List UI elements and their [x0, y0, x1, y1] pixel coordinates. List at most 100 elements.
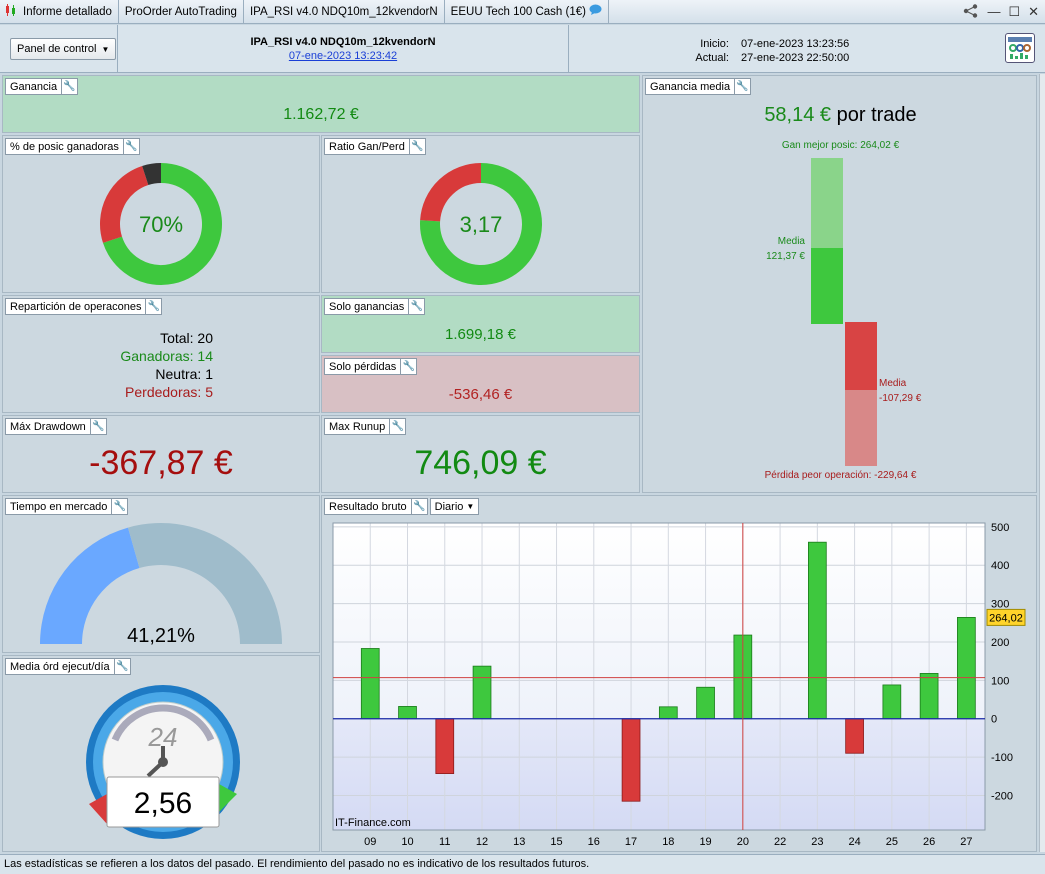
date-range-info: Inicio: 07-ene-2023 13:23:56 Actual: 27-en… [690, 37, 849, 65]
period-label: Diario [434, 500, 464, 513]
wrench-icon[interactable]: 🔧 [409, 138, 426, 155]
panel-control-dropdown[interactable]: Panel de control ▼ [10, 38, 117, 60]
avg-per-trade: 58,14 € por trade [643, 104, 1036, 127]
daily-result-chart: 500 400 300 200 100 0 -100 -200 09 10 11 12 13 15 16 17… [332, 522, 1026, 848]
perdedoras-label: Perdedoras: [125, 384, 202, 400]
wrench-icon[interactable]: 🔧 [90, 418, 107, 435]
wrench-icon[interactable]: 🔧 [123, 138, 140, 155]
x-tick-label: 10 [401, 836, 413, 848]
header-divider [568, 25, 569, 73]
worst-trade-bar [845, 390, 877, 466]
win-percentage: 70% [139, 212, 183, 237]
market-time-gauge: 41,21% [40, 523, 282, 647]
donut-loss-segment [100, 165, 149, 243]
avg-win-bar [811, 248, 843, 324]
market-time-value: 41,21% [127, 625, 195, 647]
period-dropdown[interactable]: Diario ▼ [429, 498, 480, 515]
wrench-icon[interactable]: 🔧 [411, 498, 428, 515]
x-tick-label: 23 [811, 836, 823, 848]
solo-perdidas-panel: Solo pérdidas 🔧 -536,46 € [321, 355, 640, 413]
actual-label: Actual: [695, 52, 729, 64]
orders-per-day-value: 2,56 [134, 787, 192, 820]
bar-11 [435, 718, 455, 774]
bar-12 [472, 665, 492, 720]
donut-win-segment [420, 163, 542, 285]
wrench-icon[interactable]: 🔧 [62, 78, 79, 95]
x-tick-label: 20 [737, 836, 749, 848]
bar-27 [957, 617, 976, 720]
donut-loss-segment [420, 163, 482, 222]
wrench-icon[interactable]: 🔧 [390, 418, 407, 435]
wrench-icon[interactable]: 🔧 [409, 298, 426, 315]
bar-10 [398, 706, 417, 720]
panel-title: Resultado bruto [324, 498, 412, 515]
win-donut: 70% [100, 163, 222, 285]
tab-strategy[interactable]: IPA_RSI v4.0 NDQ10m_12kvendorN [244, 0, 445, 23]
wrench-icon[interactable]: 🔧 [735, 78, 752, 95]
trade-distribution: Total: 20 Ganadoras: 14 Neutra: 1 Perded… [3, 329, 213, 401]
clock-pin [158, 757, 168, 767]
orders-clock: 24 2,56 [86, 685, 240, 839]
y-tick-label: 300 [991, 599, 1009, 611]
tab-proorder-autotrading[interactable]: ProOrder AutoTrading [119, 0, 244, 23]
wrench-icon[interactable]: 🔧 [146, 298, 163, 315]
tab-informe-detallado[interactable]: Informe detallado [0, 0, 119, 23]
avg-loss-value: -107,29 € [879, 393, 922, 404]
ganancia-title: Ganancia 🔧 [5, 78, 79, 95]
x-tick-label: 26 [923, 836, 935, 848]
panel-title: % de posic ganadoras [5, 138, 124, 155]
bar-23 [808, 541, 827, 720]
dashboard-icon[interactable] [1005, 33, 1035, 63]
price-tag [986, 608, 1026, 626]
ratio-value: 3,17 [460, 212, 503, 237]
worst-trade-label: Pérdida peor operación: -229,64 € [764, 470, 917, 481]
x-tick-label: 19 [699, 836, 711, 848]
share-icon[interactable] [963, 4, 979, 21]
ganancia-media-panel: Ganancia media 🔧 58,14 € por trade Gan me… [642, 75, 1037, 493]
avg-loss-bar [845, 322, 877, 390]
candlestick-icon [4, 3, 18, 20]
neutra-label: Neutra: [155, 366, 202, 382]
inicio-label: Inicio: [700, 38, 729, 50]
plot-bg-negative [333, 718, 985, 830]
tab-instrument[interactable]: EEUU Tech 100 Cash (1€) [445, 0, 609, 23]
panel-title: Máx Drawdown [5, 418, 91, 435]
pct-ganadoras-title: % de posic ganadoras 🔧 [5, 138, 140, 155]
best-trade-bar [811, 158, 843, 248]
panel-title: Tiempo en mercado [5, 498, 113, 515]
bar-09 [360, 648, 380, 720]
minimize-icon[interactable]: — [987, 4, 1001, 19]
price-tag-label: 264,02 [989, 612, 1023, 624]
y-tick-label: -100 [991, 752, 1013, 764]
bar-19 [696, 686, 715, 720]
max-drawdown-title: Máx Drawdown 🔧 [5, 418, 107, 435]
avg-loss-annotation: Media -107,29 € [879, 376, 921, 406]
y-tick-label: 100 [991, 675, 1009, 687]
y-tick-label: -200 [991, 790, 1013, 802]
panel-title: Repartición de operacones [5, 298, 147, 315]
wrench-icon[interactable]: 🔧 [112, 498, 129, 515]
x-tick-label: 16 [588, 836, 600, 848]
ganadoras-value: 14 [197, 348, 213, 364]
maximize-icon[interactable]: ☐ [1008, 4, 1021, 19]
plot-bg-positive [333, 523, 985, 719]
report-header: Panel de control ▼ IPA_RSI v4.0 NDQ10m_1… [0, 25, 1045, 73]
ganancia-panel: Ganancia 🔧 1.162,72 € [2, 75, 640, 133]
ganancia-media-title: Ganancia media 🔧 [645, 78, 752, 95]
close-icon[interactable]: ✕ [1028, 4, 1039, 19]
ratio-title: Ratio Gan/Perd 🔧 [324, 138, 426, 155]
wrench-icon[interactable]: 🔧 [114, 658, 131, 675]
panel-title: Ganancia [5, 78, 63, 95]
vertical-scrollbar[interactable] [1039, 74, 1045, 852]
pct-ganadoras-panel: % de posic ganadoras 🔧 70% [2, 135, 320, 293]
max-runup-value: 746,09 € [414, 444, 547, 482]
strategy-date-link[interactable]: 07-ene-2023 13:23:42 [288, 50, 398, 62]
avg-per-trade-value: 58,14 € [764, 104, 832, 126]
avg-win-label: Media [777, 236, 805, 247]
max-runup-title: Max Runup 🔧 [324, 418, 407, 435]
wrench-icon[interactable]: 🔧 [401, 358, 418, 375]
panel-title: Solo pérdidas [324, 358, 402, 375]
bar-26 [919, 673, 939, 720]
x-tick-label: 11 [439, 836, 450, 848]
donut-win-segment [102, 163, 222, 285]
